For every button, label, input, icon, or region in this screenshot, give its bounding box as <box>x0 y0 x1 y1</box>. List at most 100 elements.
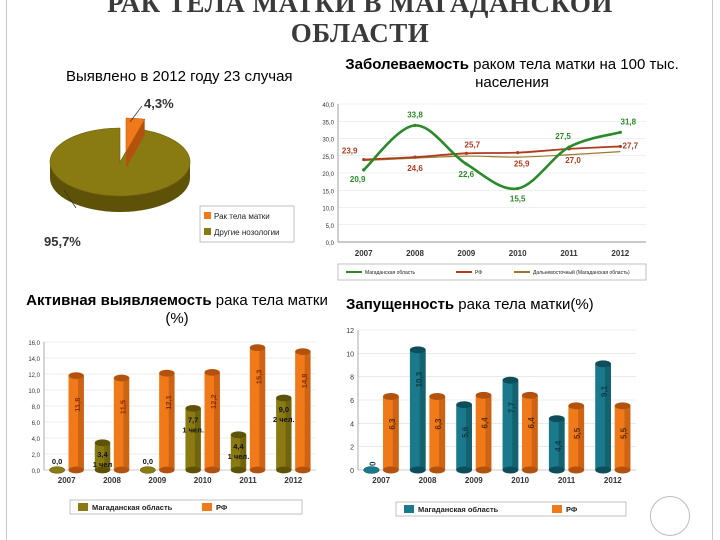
detection-bar-chart: 0,0 2,0 4,0 6,0 8,0 10,0 12,0 14,0 16,0 2007 0,0 11… <box>28 341 316 515</box>
bar2-bar-cap <box>409 346 426 354</box>
bar1-bar-shade <box>304 351 311 470</box>
bar1-bar-cap <box>68 372 84 379</box>
line-label-rf: 25,7 <box>465 140 481 149</box>
bar2-bar-shade <box>531 395 538 470</box>
bar2-bar-base <box>568 466 585 474</box>
bar2-bar-cap <box>595 360 611 368</box>
bar2-caption-bold: Запущенность <box>346 296 455 313</box>
slide-title-line2: ОБЛАСТИ <box>290 18 430 48</box>
pie-caption: Выявлено в 2012 году 23 случая <box>66 68 293 85</box>
bar1-bar-cap <box>139 466 156 474</box>
bar2-data-label: 7,7 <box>507 402 516 414</box>
pie-slice-cancer-side <box>126 119 145 168</box>
pie-legend-label: Рак тела матки <box>214 212 270 221</box>
bar2-legend-swatch <box>404 505 414 513</box>
line-point <box>618 144 622 149</box>
pie-slice-other <box>49 127 191 197</box>
line-ytick-label: 15,0 <box>322 189 334 195</box>
line-chart: 0,0 5,0 10,0 15,0 20,0 25,0 30,0 35,0 40,0 2007 20… <box>322 103 647 281</box>
bar1-bar-shade <box>104 442 111 470</box>
bar2-data-label: 0 <box>368 461 377 466</box>
bar1-legend-box <box>69 499 303 515</box>
bar2-xtick-label: 2008 <box>419 476 437 485</box>
line-ytick-label: 30,0 <box>322 138 334 144</box>
bar2-bar-cap <box>363 466 380 474</box>
bar1-bar-cap <box>113 374 130 382</box>
bar1-bar-cap <box>230 431 247 439</box>
bar2-bar-shade <box>485 395 492 470</box>
bar1-xtick-label: 2012 <box>284 476 302 485</box>
bar1-bar-shade <box>168 373 175 470</box>
bar1-bar-cap <box>295 348 311 355</box>
bar2-bar-cap <box>568 402 585 410</box>
bar2-ytick-label: 4 <box>350 421 354 428</box>
bar2-bar-cap <box>548 415 565 423</box>
line-label-region: 27,5 <box>555 132 571 141</box>
line-legend-label: РФ <box>475 270 482 276</box>
bar2-bar-shade <box>439 396 446 470</box>
bar1-ytick-label: 10,0 <box>28 389 40 395</box>
bar1-data-label: 1 чел. <box>228 452 250 461</box>
bar1-ytick-label: 0,0 <box>32 469 41 475</box>
line-label-rf: 27,0 <box>565 156 581 165</box>
line-label-rf: 25,9 <box>514 160 530 169</box>
bar2-bar-base <box>614 466 631 474</box>
line-legend-label: Магаданская область <box>365 270 416 276</box>
bar1-bar-cap <box>204 369 220 376</box>
bar2-data-label: 6,3 <box>388 418 397 430</box>
line-label-rf: 23,9 <box>342 147 358 156</box>
line-point <box>567 145 571 149</box>
pie-chart: 4,3% 95,7% Рак тела матки Другие нозологии <box>44 96 295 249</box>
bar2-bar-shade <box>419 349 426 470</box>
bar1-data-label: 7,7 <box>188 415 198 424</box>
bar2-xtick-label: 2009 <box>465 476 483 485</box>
bar1-bar-base <box>94 466 111 474</box>
bar2-bar-shade <box>392 396 399 470</box>
bar2-data-label: 5,6 <box>461 426 470 438</box>
line-point <box>362 168 366 172</box>
bar1-data-label: 1 чел. <box>182 425 204 434</box>
bar2-bar-shade <box>604 363 611 470</box>
bar2-xtick-label: 2011 <box>558 476 576 485</box>
bar1-ytick-label: 4,0 <box>32 437 41 443</box>
line-legend-label: Дальневосточный (Магаданская область) <box>533 269 630 276</box>
bar2-legend-box <box>395 501 627 517</box>
bar2-ytick-label: 8 <box>350 375 354 382</box>
bar1-data-label: 4,4 <box>233 442 244 451</box>
bar1-bar-shade <box>240 434 247 470</box>
bar2-data-label: 10,3 <box>415 371 424 387</box>
bar2-bar-cap <box>383 393 399 400</box>
bar1-ytick-label: 2,0 <box>32 453 41 459</box>
bar1-data-label: 0,0 <box>52 457 62 466</box>
line-xtick-label: 2011 <box>560 249 578 258</box>
line-ytick-label: 25,0 <box>322 155 334 161</box>
line-point <box>413 155 417 159</box>
bar2-data-label: 5,5 <box>620 427 629 439</box>
bar2-legend-label: РФ <box>566 505 578 514</box>
bar2-xtick-label: 2010 <box>511 476 529 485</box>
bar1-ytick-label: 16,0 <box>28 341 40 347</box>
bar2-bar-cap <box>429 393 446 400</box>
line-point <box>516 186 520 191</box>
line-caption-rest: раком тела матки на 100 тыс. населения <box>468 56 679 91</box>
bar2-ytick-label: 0 <box>350 468 354 475</box>
bar2-bar-cap <box>522 391 538 399</box>
line-ytick-label: 0,0 <box>326 241 335 247</box>
bar1-ytick-label: 8,0 <box>32 405 41 411</box>
bar1-bar-base <box>159 466 175 474</box>
right-border <box>708 0 720 540</box>
bar2-ytick-label: 6 <box>350 398 354 405</box>
line-caption: Заболеваемость раком тела матки на 100 т… <box>322 56 702 92</box>
bar2-bar-shade <box>512 380 519 470</box>
bar2-data-label: 6,4 <box>481 417 490 429</box>
line-label-region: 33,8 <box>407 110 423 119</box>
bar1-bar-shade <box>194 408 201 470</box>
bar1-bar-shade <box>78 375 84 470</box>
bar1-bar-cap <box>49 466 66 474</box>
pie-legend-swatch <box>204 212 211 219</box>
line-ytick-label: 40,0 <box>322 103 334 109</box>
line-point <box>362 157 366 162</box>
bar1-caption-rest: рака тела матки (%) <box>165 292 328 327</box>
bar1-bar-shade <box>214 372 220 470</box>
bar2-xtick-label: 2012 <box>604 476 622 485</box>
